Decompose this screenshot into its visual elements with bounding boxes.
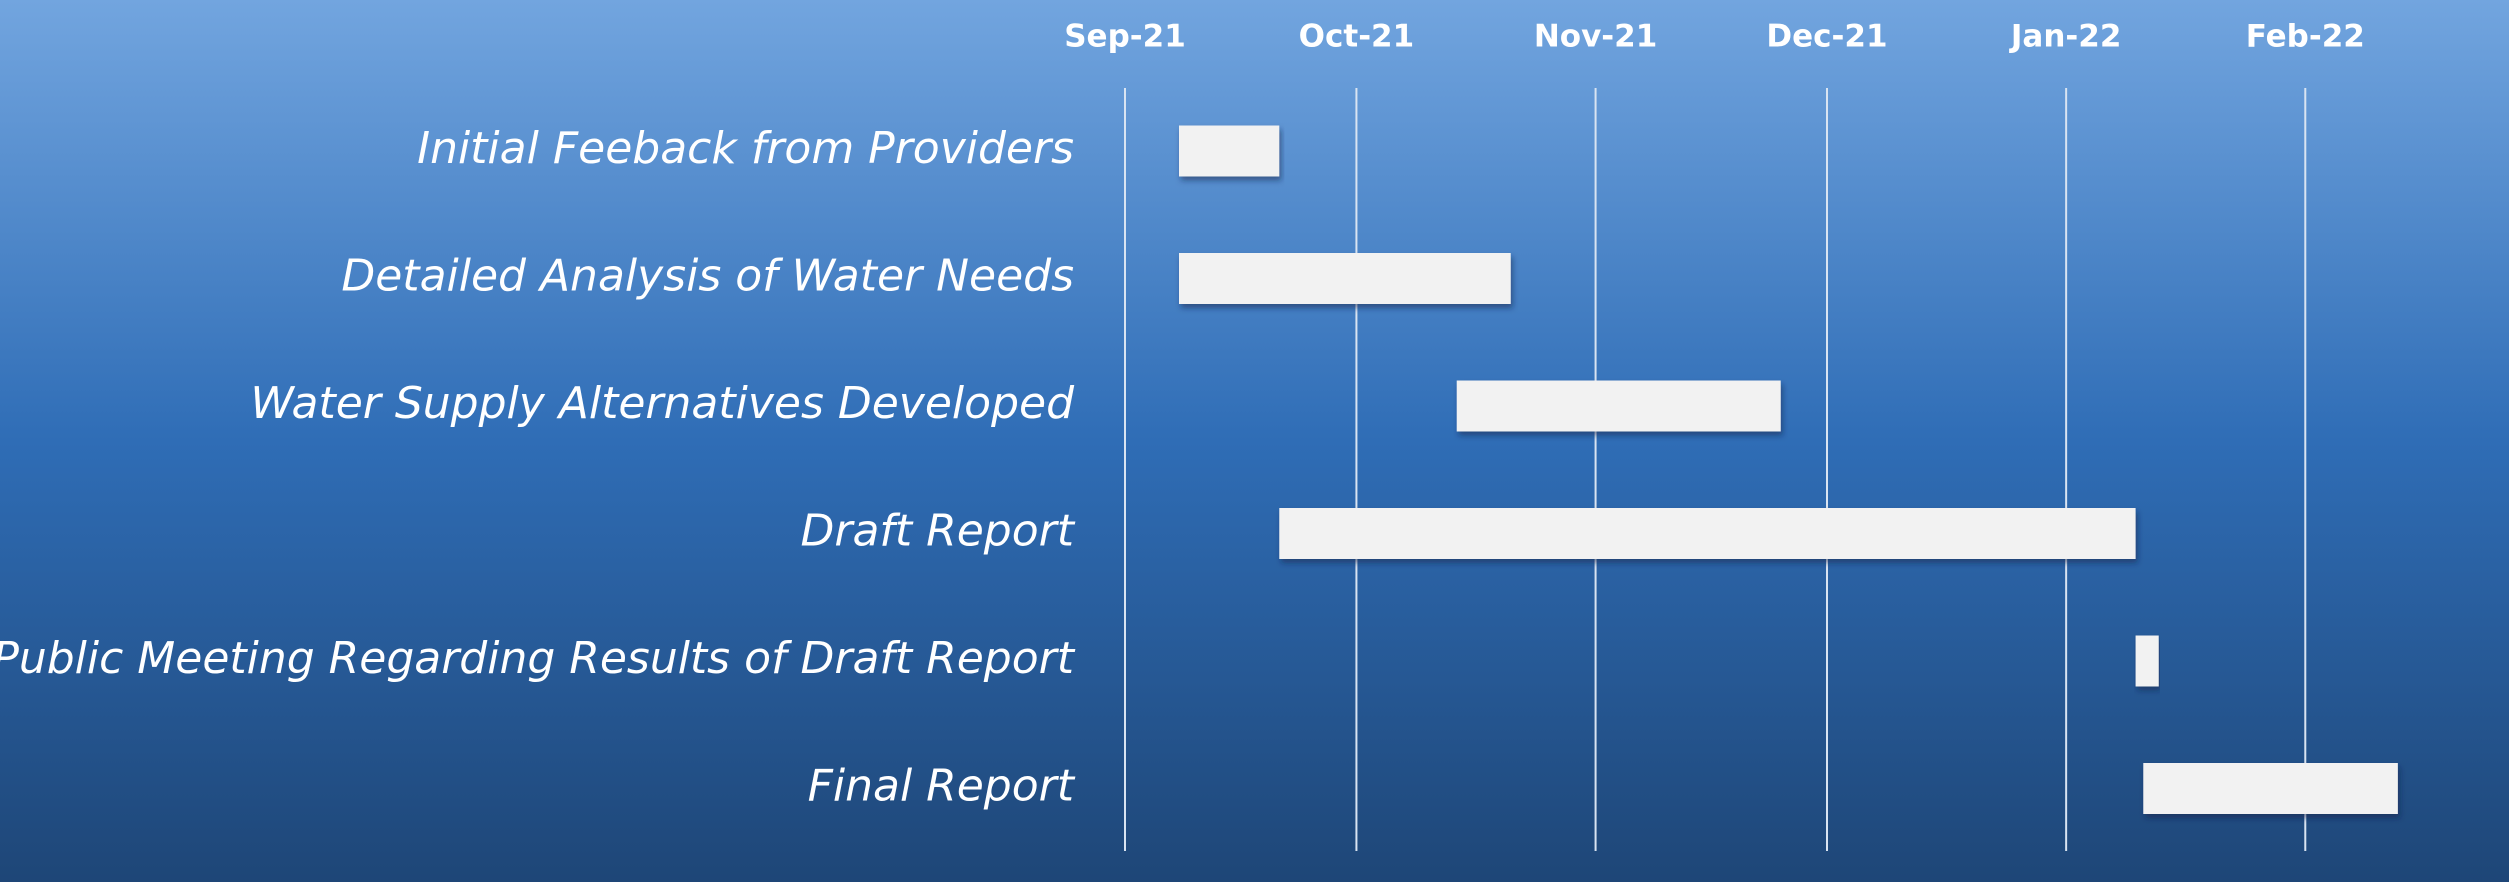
x-tick-label: Feb-22 xyxy=(2246,19,2365,55)
bar xyxy=(1456,380,1781,432)
x-tick-label: Nov-21 xyxy=(1534,19,1657,55)
category-label: Initial Feeback from Providers xyxy=(417,123,1074,174)
bar xyxy=(1279,508,2136,559)
bar xyxy=(2143,763,2398,814)
x-tick-label: Jan-22 xyxy=(2009,19,2122,55)
category-label: Final Report xyxy=(808,761,1076,812)
category-label: Water Supply Alternatives Developed xyxy=(250,378,1075,429)
x-tick-label: Sep-21 xyxy=(1064,19,1186,55)
category-label: Detailed Analysis of Water Needs xyxy=(341,251,1074,302)
category-label: Public Meeting Regarding Results of Draf… xyxy=(0,633,1076,684)
bar xyxy=(1179,253,1511,304)
category-label: Draft Report xyxy=(801,506,1076,557)
x-tick-label: Dec-21 xyxy=(1766,19,1887,55)
bar xyxy=(1179,125,1280,177)
x-tick-label: Oct-21 xyxy=(1299,19,1415,55)
bar xyxy=(2135,635,2159,687)
